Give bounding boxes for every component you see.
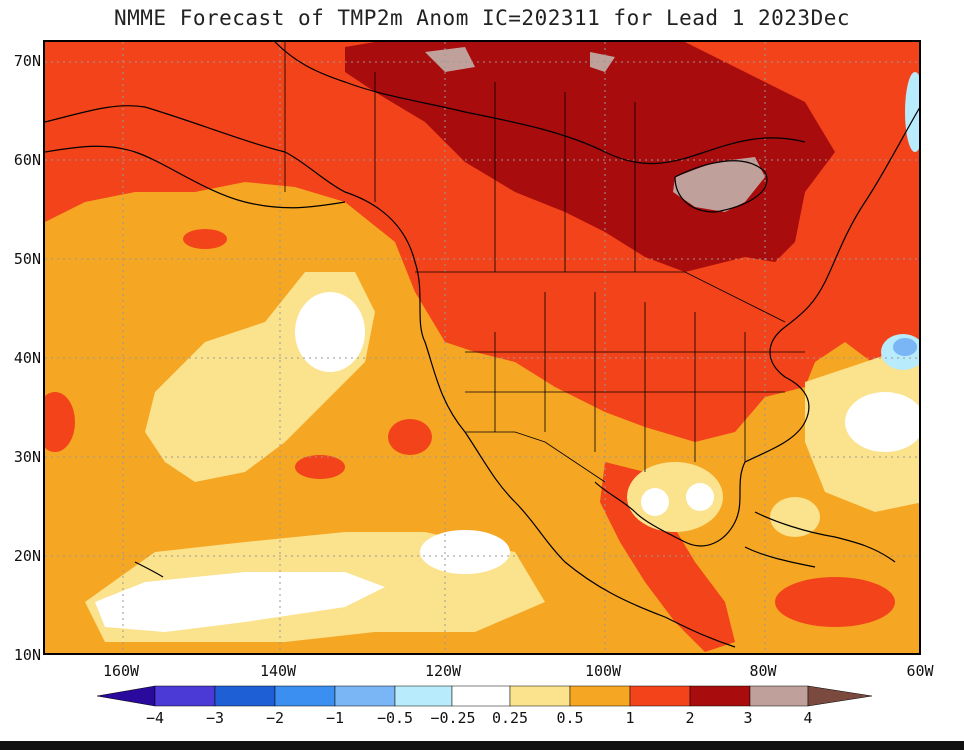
high-anomaly-pacific-c [295, 455, 345, 479]
bottom-bar [0, 741, 964, 750]
colorbar-segment-2 [214, 685, 276, 707]
colorbar-label-0-5: 0.5 [556, 709, 584, 727]
colorbar-segment-9 [629, 685, 691, 707]
lon-label-60w: 60W [906, 662, 934, 680]
lon-label-140w: 140W [259, 662, 297, 680]
high-anomaly-alaska-coast [45, 132, 95, 172]
high-anomaly-west-edge [45, 392, 75, 452]
anomaly-field [45, 42, 919, 653]
colorbar-label-1: 1 [625, 709, 635, 727]
gridlines [45, 42, 919, 653]
colorbar-segment-12 [807, 685, 872, 707]
extreme-anomaly-arctic-b [590, 52, 615, 72]
colorbar-segment-4 [334, 685, 396, 707]
colorbar-label-neg3: −3 [205, 709, 225, 727]
lat-label-70n: 70N [13, 52, 41, 70]
near-zero-tropics [95, 572, 385, 632]
lat-label-20n: 20N [13, 547, 41, 565]
high-anomaly-caribbean [775, 577, 895, 627]
near-zero-atlantic [845, 392, 919, 452]
colorbar-label-neg2: −2 [265, 709, 285, 727]
low-anomaly-bahamas [770, 497, 820, 537]
colorbar-label-neg0-5: −0.5 [376, 709, 414, 727]
lon-label-120w: 120W [424, 662, 462, 680]
colorbar [97, 685, 872, 707]
colorbar-label-3: 3 [743, 709, 753, 727]
near-zero-east-pacific [420, 530, 510, 574]
slight-cool-greenland [905, 72, 919, 152]
colorbar-segment-10 [689, 685, 751, 707]
colorbar-label-neg1: −1 [325, 709, 345, 727]
anomaly-map [43, 40, 921, 655]
colorbar-segment-6 [451, 685, 511, 707]
colorbar-segment-0 [97, 685, 156, 707]
colorbar-label-neg4: −4 [145, 709, 165, 727]
map-title: NMME Forecast of TMP2m Anom IC=202311 fo… [113, 6, 850, 30]
high-anomaly-pacific-a [183, 229, 227, 249]
lon-label-160w: 160W [102, 662, 140, 680]
near-zero-gulf-b [686, 483, 714, 511]
coastlines [45, 42, 919, 648]
colorbar-segment-11 [749, 685, 809, 707]
colorbar-segment-1 [154, 685, 216, 707]
colorbar-label-0-25: 0.25 [491, 709, 529, 727]
colorbar-segment-7 [509, 685, 571, 707]
lat-label-10n: 10N [13, 646, 41, 664]
colorbar-segment-8 [569, 685, 631, 707]
lat-label-50n: 50N [13, 250, 41, 268]
lat-label-40n: 40N [13, 349, 41, 367]
lat-label-60n: 60N [13, 151, 41, 169]
high-anomaly-pacific-b [388, 419, 432, 455]
extreme-anomaly-arctic [425, 47, 475, 72]
very-high-anomaly-canada [345, 42, 835, 272]
colorbar-segment-5 [394, 685, 453, 707]
extreme-anomaly-hudson [673, 157, 765, 212]
colorbar-label-4: 4 [803, 709, 813, 727]
colorbar-segment-3 [274, 685, 336, 707]
colorbar-label-neg0-25: −0.25 [430, 709, 476, 727]
cool-labrador [893, 338, 917, 356]
near-zero-gulf-a [641, 488, 669, 516]
near-zero-pacific [295, 292, 365, 372]
colorbar-label-2: 2 [685, 709, 695, 727]
lon-label-100w: 100W [584, 662, 622, 680]
lon-label-80w: 80W [749, 662, 777, 680]
lat-label-30n: 30N [13, 448, 41, 466]
political-borders [284, 42, 805, 483]
